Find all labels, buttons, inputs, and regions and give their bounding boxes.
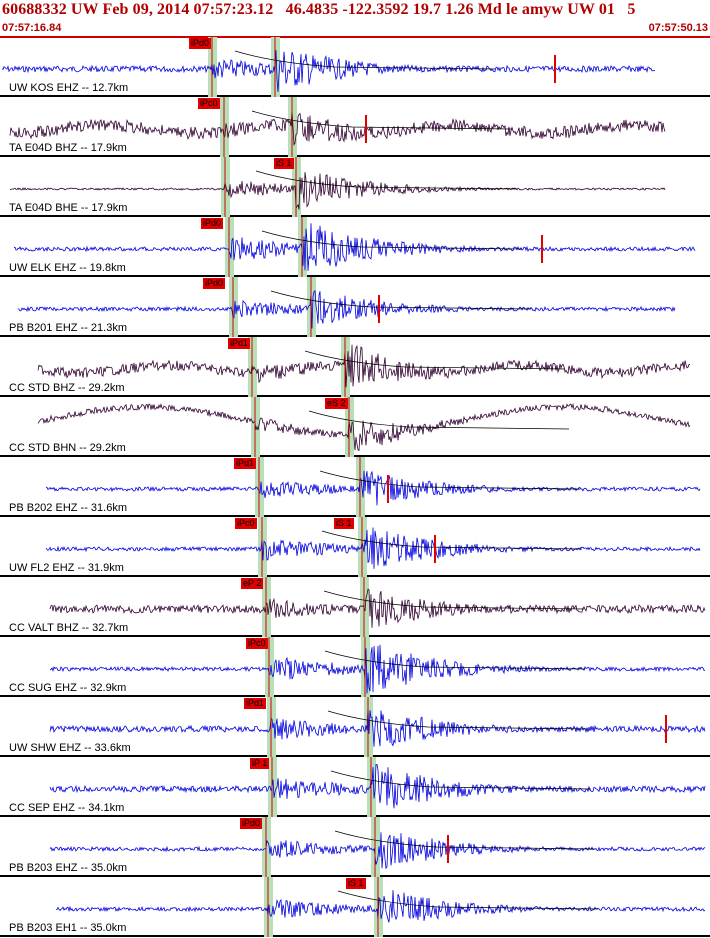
trace-row[interactable]: iPc0 CC SUG EHZ -- 32.9km (0, 637, 710, 697)
coda-duration-curve (323, 590, 585, 610)
s-pick-tag[interactable]: iS 1 (334, 518, 354, 529)
coda-duration-curve (330, 770, 592, 790)
coda-duration-curve (304, 350, 566, 370)
trace-row[interactable]: iPd1 UW SHW EHZ -- 33.6km (0, 697, 710, 757)
waveform-trace (49, 832, 706, 870)
coda-duration-curve (308, 410, 570, 430)
station-label: TA E04D BHE -- 17.9km (9, 202, 128, 214)
waveform-trace (49, 706, 706, 747)
waveform-plot (49, 637, 706, 697)
p-pick-tag[interactable]: iPc0 (246, 638, 268, 649)
waveform-plot (45, 517, 701, 577)
station-label: TA E04D BHZ -- 17.9km (9, 142, 127, 154)
station-label: CC SEP EHZ -- 34.1km (9, 802, 125, 814)
waveform-trace (45, 527, 701, 569)
waveform-trace (37, 344, 691, 388)
station-label: PB B203 EHZ -- 35.0km (9, 862, 127, 874)
p-pick-tag[interactable]: eP 2 (241, 578, 264, 589)
waveform-trace (17, 289, 676, 329)
waveform-trace (9, 109, 666, 146)
p-pick-tag[interactable]: iPd1 (244, 698, 267, 709)
station-label: PB B202 EHZ -- 31.6km (9, 502, 127, 514)
coda-duration-curve (337, 890, 599, 910)
trace-row[interactable]: iPd0 PB B201 EHZ -- 21.3km (0, 277, 710, 337)
station-label: CC SUG EHZ -- 32.9km (9, 682, 127, 694)
window-start-time: 07:57:16.84 (2, 22, 62, 34)
trace-row[interactable]: iPd1 PB B202 EHZ -- 31.6km (0, 457, 710, 517)
station-label: CC STD BHN -- 29.2km (9, 442, 126, 454)
station-label: PB B203 EH1 -- 35.0km (9, 922, 127, 934)
p-pick-tag[interactable]: iPc0 (198, 98, 220, 109)
coda-duration-curve (261, 230, 523, 250)
p-pick-tag[interactable]: iPd0 (201, 218, 224, 229)
waveform-plot (13, 217, 696, 277)
station-label: PB B201 EHZ -- 21.3km (9, 322, 127, 334)
station-label: CC STD BHZ -- 29.2km (9, 382, 125, 394)
trace-row[interactable]: iPd0 PB B203 EHZ -- 35.0km (0, 817, 710, 877)
trace-row[interactable]: iPc0 TA E04D BHZ -- 17.9km (0, 97, 710, 157)
station-label: UW SHW EHZ -- 33.6km (9, 742, 131, 754)
trace-panel: iPd0 UW KOS EHZ -- 12.7km iPc0 TA E04D BHZ … (0, 37, 710, 938)
waveform-plot (49, 757, 706, 817)
station-label: UW ELK EHZ -- 19.8km (9, 262, 126, 274)
waveform-trace (45, 470, 701, 506)
trace-row[interactable]: iP 1 CC SEP EHZ -- 34.1km (0, 757, 710, 817)
waveform-trace (9, 172, 666, 210)
station-label: CC VALT BHZ -- 32.7km (9, 622, 129, 634)
trace-row[interactable]: iPc0 iS 1 UW FL2 EHZ -- 31.9km (0, 517, 710, 577)
trace-row[interactable]: iPd1 CC STD BHZ -- 29.2km (0, 337, 710, 397)
p-pick-tag[interactable]: iPd1 (234, 458, 257, 469)
waveform-plot (9, 157, 666, 217)
trace-row[interactable]: iPd0 UW KOS EHZ -- 12.7km (0, 37, 710, 97)
s-pick-tag[interactable]: eS 2 (325, 398, 348, 409)
coda-duration-curve (319, 470, 581, 490)
window-end-time: 07:57:50.13 (648, 22, 708, 34)
waveform-plot (37, 397, 691, 457)
p-pick-tag[interactable]: iPd0 (189, 38, 212, 49)
station-label: UW FL2 EHZ -- 31.9km (9, 562, 124, 574)
s-pick-tag[interactable]: iS 1 (346, 878, 366, 889)
trace-row[interactable]: eP 2 CC VALT BHZ -- 32.7km (0, 577, 710, 637)
waveform-plot (37, 337, 691, 397)
coda-duration-curve (324, 650, 586, 670)
waveform-plot (49, 817, 706, 877)
header-divider (0, 36, 710, 38)
trace-row[interactable]: eS 2 CC STD BHN -- 29.2km (0, 397, 710, 457)
p-pick-tag[interactable]: iPd0 (203, 278, 226, 289)
p-pick-tag[interactable]: iP 1 (250, 758, 270, 769)
p-pick-tag[interactable]: iPd1 (228, 338, 251, 349)
event-header: 60688332 UW Feb 09, 2014 07:57:23.12 46.… (0, 0, 710, 36)
station-label: UW KOS EHZ -- 12.7km (9, 82, 129, 94)
event-title: 60688332 UW Feb 09, 2014 07:57:23.12 46.… (2, 1, 636, 18)
waveform-plot (49, 697, 706, 757)
trace-row[interactable]: iPd0 UW ELK EHZ -- 19.8km (0, 217, 710, 277)
coda-duration-curve (234, 50, 496, 70)
coda-duration-curve (321, 530, 583, 550)
p-pick-tag[interactable]: iPc0 (235, 518, 257, 529)
coda-duration-curve (251, 110, 513, 130)
coda-duration-curve (270, 290, 532, 310)
waveform-trace (13, 223, 696, 272)
waveform-trace (49, 588, 706, 628)
coda-duration-curve (255, 170, 517, 190)
waveform-trace (1, 50, 656, 93)
waveform-plot (56, 877, 706, 937)
waveform-plot (17, 277, 676, 337)
trace-row[interactable]: iS 1 TA E04D BHE -- 17.9km (0, 157, 710, 217)
waveform-plot (1, 37, 656, 97)
p-pick-tag[interactable]: iPd0 (240, 818, 263, 829)
waveform-trace (49, 764, 706, 809)
waveform-plot (9, 97, 666, 157)
waveform-plot (49, 577, 706, 637)
waveform-plot (45, 457, 701, 517)
coda-duration-curve (327, 710, 589, 730)
waveform-trace (49, 644, 706, 694)
coda-duration-curve (334, 830, 596, 850)
s-pick-tag[interactable]: iS 1 (274, 158, 294, 169)
waveform-trace (37, 402, 691, 451)
trace-row[interactable]: iS 1 PB B203 EH1 -- 35.0km (0, 877, 710, 937)
